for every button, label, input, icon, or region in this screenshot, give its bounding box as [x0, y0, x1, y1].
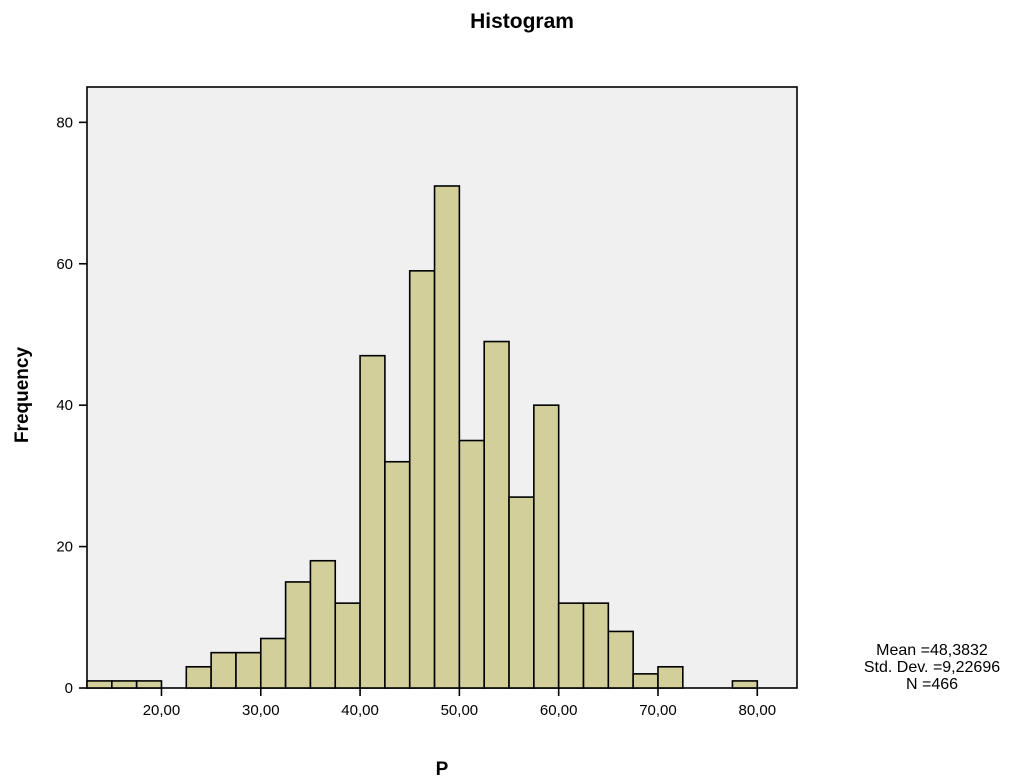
histogram-bar — [731, 680, 759, 689]
histogram-bar — [235, 651, 262, 689]
stats-mean: Mean =48,3832 — [876, 642, 988, 659]
histogram-bar — [210, 651, 237, 689]
histogram-bar — [508, 496, 535, 689]
histogram-bar — [557, 602, 585, 689]
histogram-bar — [284, 581, 312, 689]
histogram-bar — [458, 439, 486, 689]
x-axis: 20,00 30,00 40,00 50,00 60,00 70,00 80,00 — [143, 688, 776, 719]
histogram-bar — [185, 665, 212, 689]
histogram-bar — [359, 354, 386, 689]
x-tick-label: 40,00 — [341, 702, 379, 719]
y-axis-title: Frequency — [12, 347, 33, 444]
x-tick-label: 70,00 — [639, 702, 677, 719]
y-tick-label: 80 — [56, 114, 73, 131]
stats-std-dev: Std. Dev. =9,22696 — [864, 659, 1000, 676]
histogram-bar — [483, 340, 510, 689]
histogram-bar — [259, 637, 287, 689]
x-tick-label: 30,00 — [242, 702, 280, 719]
histogram-bar — [384, 460, 411, 689]
histogram-bar — [657, 665, 684, 689]
histogram-bar — [433, 185, 461, 689]
histogram-bar — [111, 680, 138, 689]
chart-title: Histogram — [470, 10, 574, 33]
histogram-bar — [533, 404, 560, 689]
x-tick-label: 20,00 — [143, 702, 181, 719]
histogram-bar — [334, 602, 361, 689]
y-tick-label: 20 — [56, 539, 73, 556]
x-tick-label: 60,00 — [540, 702, 578, 719]
x-tick-label: 80,00 — [739, 702, 777, 719]
y-tick-label: 60 — [56, 256, 73, 273]
y-tick-label: 0 — [65, 680, 73, 697]
stats-n: N =466 — [906, 676, 958, 693]
x-axis-title: P — [436, 759, 449, 780]
histogram-bar — [309, 559, 337, 689]
histogram-bar — [408, 270, 436, 689]
y-axis: 0 20 40 60 80 — [56, 114, 87, 697]
x-tick-label: 50,00 — [441, 702, 479, 719]
histogram-bar — [582, 602, 610, 689]
histogram-bar — [632, 673, 659, 689]
histogram-bar — [86, 680, 113, 689]
bars-group — [86, 185, 759, 689]
histogram-bar — [607, 630, 634, 689]
y-tick-label: 40 — [56, 397, 73, 414]
histogram-bar — [135, 680, 163, 689]
